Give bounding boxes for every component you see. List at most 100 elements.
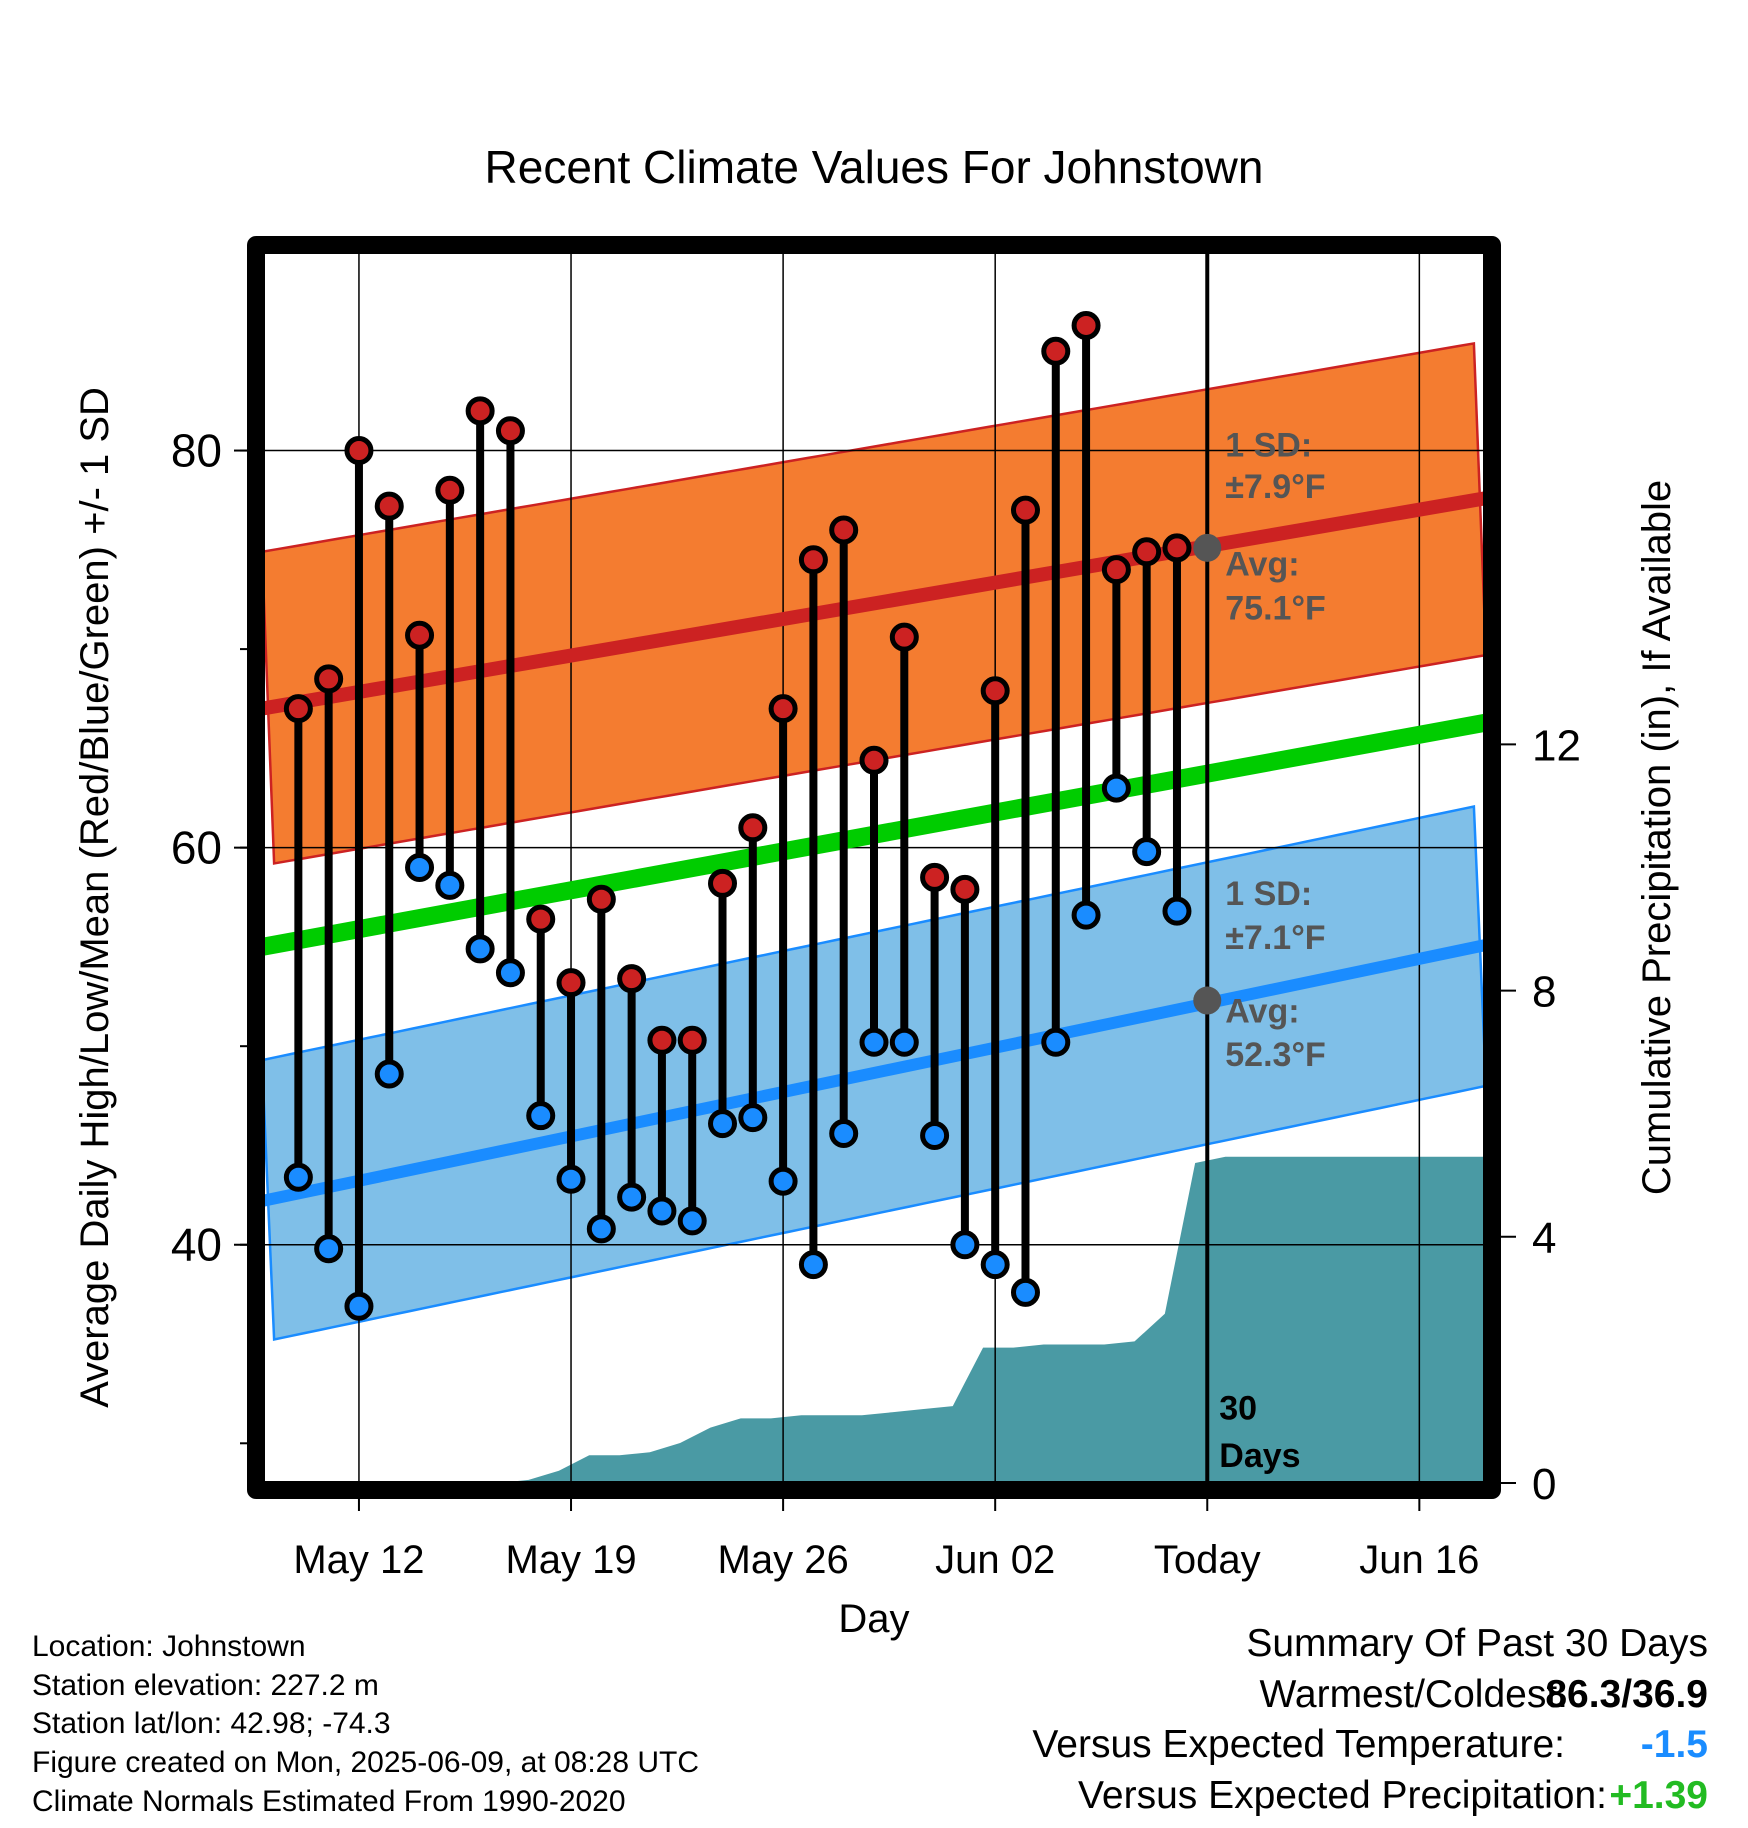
low-temp-point <box>798 1250 828 1280</box>
location-text: Location: Johnstown <box>32 1630 306 1663</box>
y-axis-label: Average Daily High/Low/Mean (Red/Blue/Gr… <box>73 387 117 1408</box>
days-label-1: 30 <box>1219 1389 1257 1427</box>
high-temp-point <box>889 622 919 652</box>
low-temp-point <box>768 1166 798 1196</box>
y2-axis-label: Cumulative Precipitation (in), If Availa… <box>1635 480 1679 1195</box>
high-temp-point <box>708 868 738 898</box>
created-text: Figure created on Mon, 2025-06-09, at 08… <box>32 1746 700 1779</box>
precip-anomaly-value: +1.39 <box>1609 1774 1708 1817</box>
low-temp-point <box>1071 900 1101 930</box>
high-temp-point <box>1162 533 1192 563</box>
low-temp-point <box>314 1234 344 1264</box>
low-temp-point <box>889 1027 919 1057</box>
high-temp-point <box>435 475 465 505</box>
high-temp-point <box>495 416 525 446</box>
x-tick-label: May 26 <box>718 1538 849 1582</box>
y2-tick-label: 4 <box>1532 1214 1556 1263</box>
low-avg-value: 52.3°F <box>1225 1036 1326 1074</box>
low-normal-line <box>262 939 1486 1207</box>
low-temp-point <box>980 1250 1010 1280</box>
high-temp-point <box>283 694 313 724</box>
temp-anomaly-value: -1.5 <box>1640 1723 1708 1766</box>
high-temp-point <box>677 1025 707 1055</box>
low-temp-point <box>829 1119 859 1149</box>
low-temp-point <box>283 1162 313 1192</box>
high-temp-point <box>859 745 889 775</box>
chart-title: Recent Climate Values For Johnstown <box>484 141 1264 193</box>
x-tick-label: Jun 16 <box>1359 1538 1479 1582</box>
temp-anomaly-label: Versus Expected Temperature: <box>1032 1723 1565 1766</box>
high-temp-point <box>1071 310 1101 340</box>
x-tick-label: May 19 <box>505 1538 636 1582</box>
low-temp-point <box>1101 773 1131 803</box>
high-temp-point <box>1010 495 1040 525</box>
low-temp-point <box>1010 1277 1040 1307</box>
y-tick-label: 40 <box>171 1219 222 1271</box>
latlon-text: Station lat/lon: 42.98; -74.3 <box>32 1707 391 1740</box>
precip-area <box>262 1156 1486 1483</box>
low-temp-point <box>405 853 435 882</box>
low-temp-point <box>920 1121 950 1151</box>
x-tick-label: Today <box>1154 1538 1261 1582</box>
warm-cold-value: 86.3/36.9 <box>1545 1673 1708 1716</box>
high-temp-point <box>344 436 374 466</box>
warm-cold-label: Warmest/Coldest: <box>1259 1673 1568 1716</box>
low-temp-point <box>344 1291 374 1321</box>
high-temp-point <box>798 545 828 575</box>
high-temp-point <box>647 1025 677 1055</box>
y-tick-label: 80 <box>171 425 222 477</box>
high-sd-label: 1 SD: <box>1225 427 1312 465</box>
low-temp-point <box>556 1164 586 1194</box>
high-temp-point <box>738 813 768 843</box>
low-temp-point <box>1162 896 1192 926</box>
x-axis-label: Day <box>838 1597 909 1641</box>
days-label-2: Days <box>1219 1437 1300 1475</box>
plot-area <box>262 252 1486 1483</box>
low-temp-point <box>374 1059 404 1089</box>
high-temp-point <box>617 964 647 994</box>
x-tick-label: Jun 02 <box>935 1538 1055 1582</box>
high-temp-point <box>374 491 404 521</box>
low-temp-point <box>465 934 495 964</box>
high-avg-value: 75.1°F <box>1225 589 1326 627</box>
low-avg-label: Avg: <box>1225 992 1299 1030</box>
elevation-text: Station elevation: 227.2 m <box>32 1669 379 1702</box>
summary-title: Summary Of Past 30 Days <box>1246 1622 1708 1665</box>
high-normal-line <box>262 491 1486 716</box>
low-temp-point <box>617 1182 647 1212</box>
y-tick-label: 60 <box>171 822 222 874</box>
low-temp-point <box>1132 837 1162 867</box>
high-temp-point <box>768 694 798 724</box>
high-temp-point <box>950 874 980 904</box>
low-temp-point <box>950 1230 980 1260</box>
high-temp-point <box>980 676 1010 706</box>
high-temp-point <box>1101 555 1131 585</box>
today-low-avg-marker <box>1193 986 1222 1015</box>
high-temp-point <box>920 862 950 892</box>
high-temp-point <box>829 515 859 545</box>
normals-note: Climate Normals Estimated From 1990-2020 <box>32 1785 626 1818</box>
high-temp-point <box>586 884 616 914</box>
low-temp-point <box>495 958 525 988</box>
x-tick-label: May 12 <box>293 1538 424 1582</box>
low-temp-point <box>738 1103 768 1133</box>
low-temp-point <box>859 1027 889 1057</box>
high-avg-label: Avg: <box>1225 546 1299 584</box>
low-temp-point <box>677 1206 707 1236</box>
low-temp-point <box>586 1214 616 1244</box>
high-temp-point <box>405 620 435 650</box>
y2-tick-label: 8 <box>1532 968 1556 1017</box>
high-temp-point <box>1041 336 1071 366</box>
low-temp-point <box>647 1196 677 1226</box>
high-temp-point <box>1132 537 1162 567</box>
low-sd-label: 1 SD: <box>1225 875 1312 913</box>
today-high-avg-marker <box>1193 533 1222 562</box>
precip-anomaly-label: Versus Expected Precipitation: <box>1078 1774 1607 1817</box>
high-sd-value: ±7.9°F <box>1225 468 1325 506</box>
high-temp-point <box>556 968 586 998</box>
y2-tick-label: 12 <box>1532 721 1581 770</box>
high-temp-point <box>465 396 495 426</box>
low-temp-point <box>1041 1027 1071 1057</box>
low-temp-point <box>435 870 465 900</box>
